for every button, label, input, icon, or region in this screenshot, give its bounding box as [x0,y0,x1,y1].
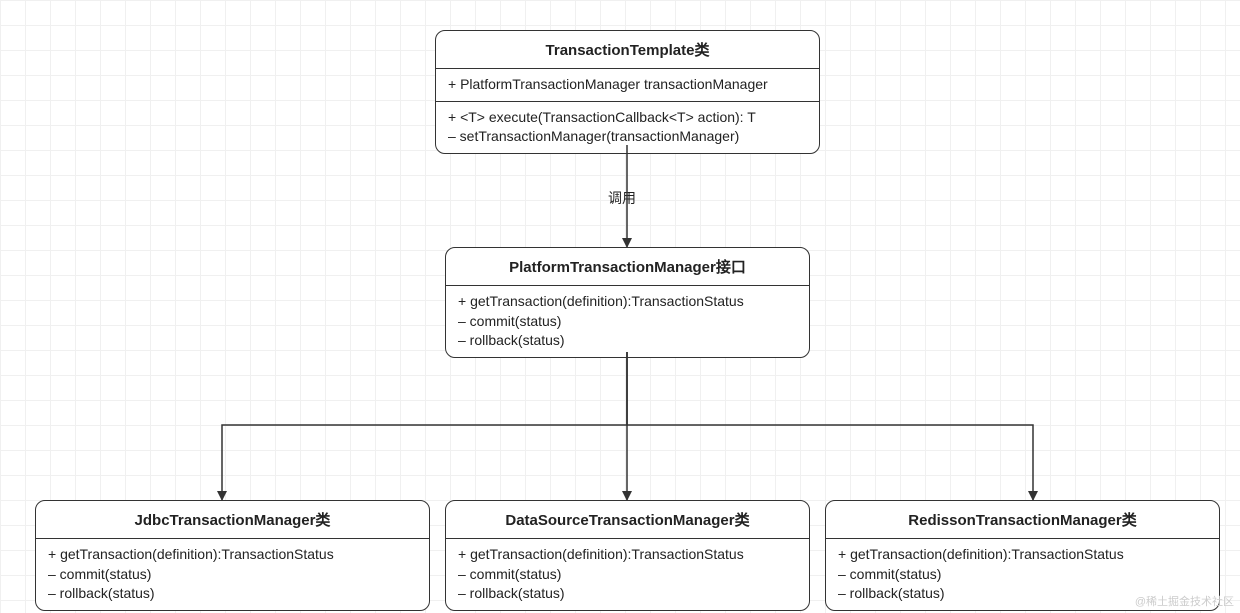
uml-line: + getTransaction(definition):Transaction… [838,545,1207,565]
uml-class-datasource-tx-manager: DataSourceTransactionManager类 + getTrans… [445,500,810,611]
uml-methods: + getTransaction(definition):Transaction… [36,539,429,610]
uml-line: + getTransaction(definition):Transaction… [458,292,797,312]
uml-title: DataSourceTransactionManager类 [446,501,809,539]
uml-line: – rollback(status) [458,331,797,351]
uml-line: – rollback(status) [458,584,797,604]
uml-class-transaction-template: TransactionTemplate类 + PlatformTransacti… [435,30,820,154]
uml-line: – commit(status) [458,312,797,332]
uml-line: – commit(status) [48,565,417,585]
uml-line: – setTransactionManager(transactionManag… [448,127,807,147]
uml-line: + getTransaction(definition):Transaction… [48,545,417,565]
uml-interface-platform-tx-manager: PlatformTransactionManager接口 + getTransa… [445,247,810,358]
uml-attributes: + PlatformTransactionManager transaction… [436,69,819,102]
uml-methods: + <T> execute(TransactionCallback<T> act… [436,102,819,153]
edge-label-call: 调用 [608,188,636,208]
uml-line: – commit(status) [458,565,797,585]
uml-line: – rollback(status) [48,584,417,604]
uml-title: RedissonTransactionManager类 [826,501,1219,539]
uml-class-jdbc-tx-manager: JdbcTransactionManager类 + getTransaction… [35,500,430,611]
uml-title: PlatformTransactionManager接口 [446,248,809,286]
uml-title: JdbcTransactionManager类 [36,501,429,539]
watermark: @稀土掘金技术社区 [1135,593,1234,609]
uml-line: + getTransaction(definition):Transaction… [458,545,797,565]
uml-methods: + getTransaction(definition):Transaction… [446,539,809,610]
uml-title: TransactionTemplate类 [436,31,819,69]
uml-methods: + getTransaction(definition):Transaction… [446,286,809,357]
uml-line: + PlatformTransactionManager transaction… [448,75,807,95]
uml-line: – commit(status) [838,565,1207,585]
uml-line: + <T> execute(TransactionCallback<T> act… [448,108,807,128]
